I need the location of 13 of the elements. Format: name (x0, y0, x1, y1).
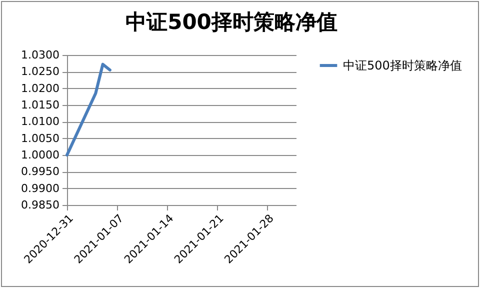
y-tick-label: 1.0250 (21, 65, 60, 78)
y-tick-label: 1.0300 (21, 48, 60, 62)
y-tick-label: 0.9950 (21, 165, 60, 178)
y-tick-label: 1.0100 (21, 115, 60, 128)
line-series (66, 62, 112, 156)
y-tick-label: 0.9900 (21, 182, 60, 195)
y-tick-label: 0.9850 (21, 198, 60, 212)
y-tick-label: 1.0050 (21, 132, 60, 145)
y-tick-label: 1.0150 (21, 98, 60, 112)
legend-label: 中证500择时策略净值 (343, 58, 462, 72)
y-tick-label: 1.0000 (21, 148, 60, 162)
chart-title: 中证500择时策略净值 (126, 10, 338, 34)
y-tick-label: 1.0200 (21, 82, 60, 95)
